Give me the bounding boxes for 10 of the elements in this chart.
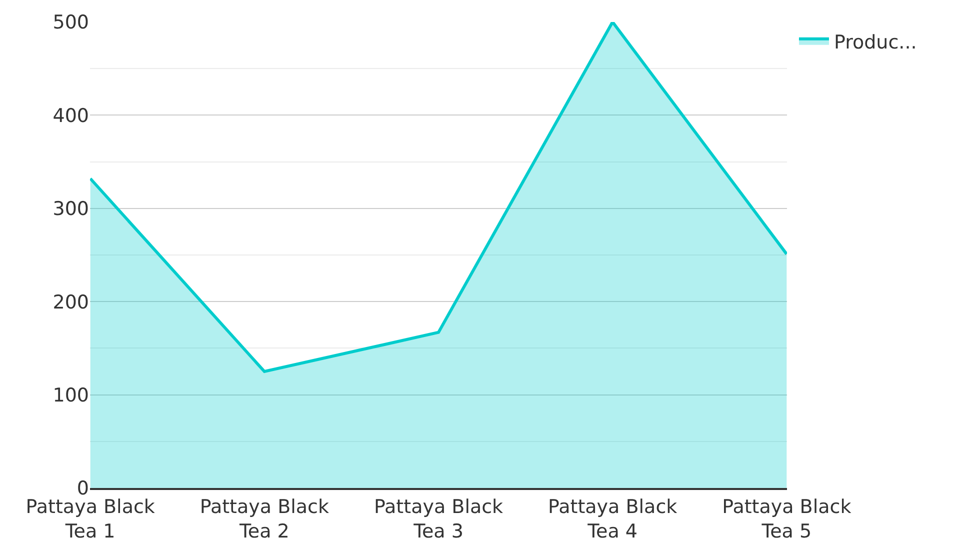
legend-label: Produc...: [834, 31, 917, 54]
x-tick-label: Pattaya Black Tea 3: [374, 496, 504, 542]
y-tick-label: 500: [52, 12, 89, 34]
x-tick-label: Pattaya Black Tea 4: [548, 496, 678, 542]
y-tick-label: 100: [52, 384, 89, 406]
y-tick-label: 300: [52, 198, 89, 220]
x-tick-label: Pattaya Black Tea 2: [200, 496, 329, 542]
y-tick-label: 200: [52, 291, 89, 314]
x-tick-label: Pattaya Black Tea 5: [722, 496, 852, 542]
y-tick-label: 400: [52, 104, 89, 127]
